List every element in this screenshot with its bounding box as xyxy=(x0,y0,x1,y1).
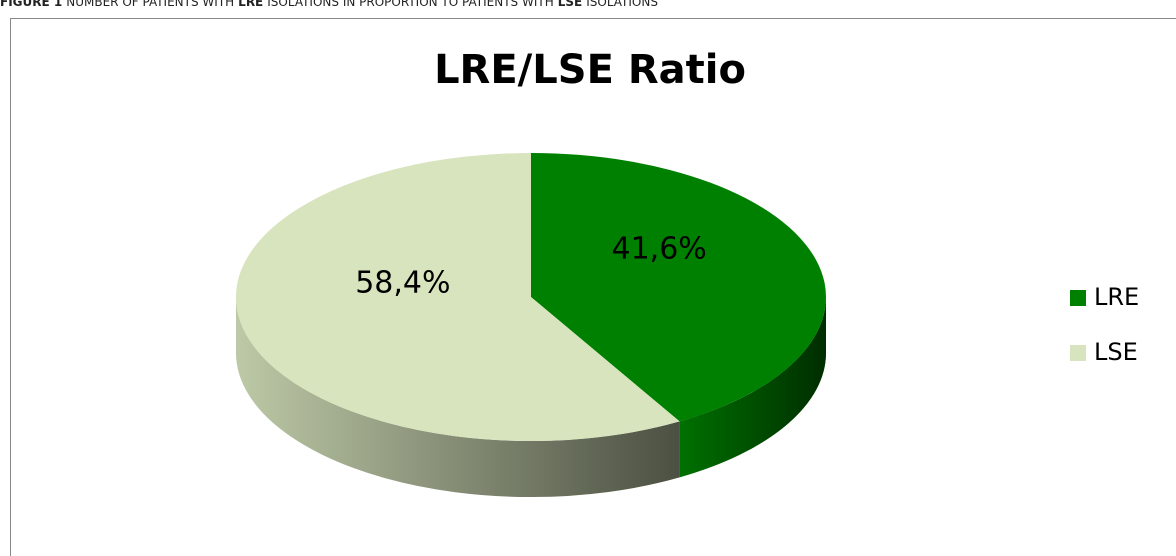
caption-part: LSE xyxy=(557,0,583,9)
slice-side-shade xyxy=(235,297,680,498)
caption: FIGURE 1 NUMBER OF PATIENTS WITH LRE ISOLAT… xyxy=(0,0,662,9)
chart-title: LRE/LSE Ratio xyxy=(434,47,746,93)
legend-label: LSE xyxy=(1094,338,1138,366)
slice xyxy=(235,153,680,441)
caption-part: ISOLATIONS IN PROPORTION TO PATIENTS WIT… xyxy=(267,0,554,9)
caption-part: NUMBER OF PATIENTS WITH xyxy=(66,0,235,9)
legend-label: LRE xyxy=(1094,283,1139,311)
legend-swatch xyxy=(1070,290,1086,306)
caption-part: LRE xyxy=(238,0,264,9)
slice-side-shade xyxy=(679,297,826,478)
data-label: 41,6% xyxy=(611,232,706,267)
data-label: 58,4% xyxy=(355,265,450,300)
slice xyxy=(531,153,826,422)
caption-part: ISOLATIONS xyxy=(586,0,658,9)
caption-part: FIGURE 1 xyxy=(0,0,63,9)
legend-swatch xyxy=(1070,345,1086,361)
